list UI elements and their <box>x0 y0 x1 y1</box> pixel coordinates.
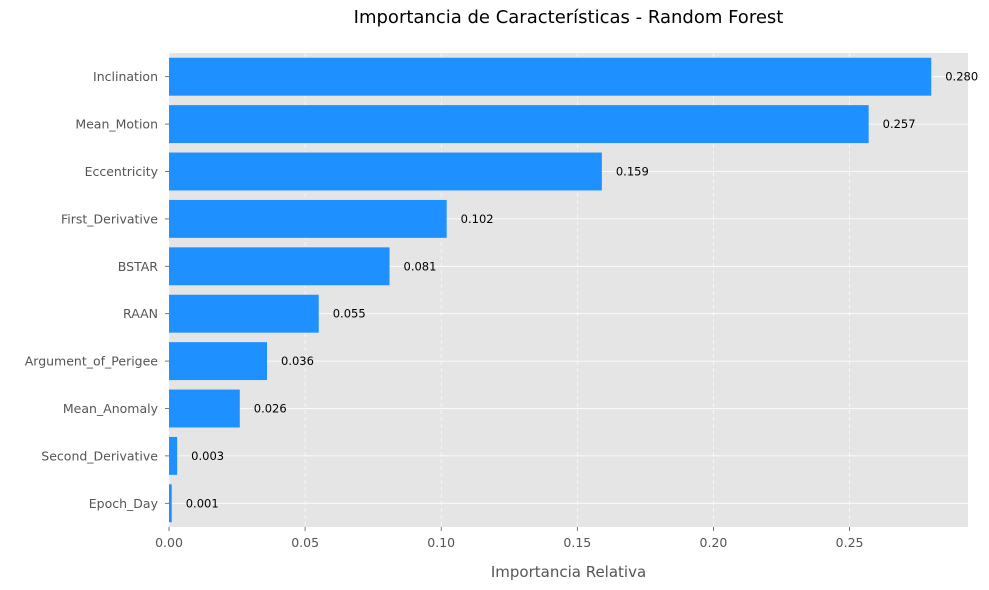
y-tick-label: Eccentricity <box>85 164 159 179</box>
bar-bstar <box>169 247 390 286</box>
value-labels: 0.280 0.257 0.159 0.102 0.081 0.055 0.036 0.026… <box>186 70 978 511</box>
value-label: 0.001 <box>186 496 219 510</box>
x-axis-label: Importancia Relativa <box>491 563 646 581</box>
bar-first-derivative <box>169 199 447 238</box>
value-label: 0.159 <box>616 165 649 179</box>
bar-second-derivative <box>169 436 178 475</box>
value-label: 0.280 <box>945 70 978 84</box>
value-label: 0.102 <box>461 212 494 226</box>
x-tick-label: 0.10 <box>427 535 455 550</box>
bar-inclination <box>169 57 932 96</box>
bar-eccentricity <box>169 152 602 191</box>
y-tick-label: Mean_Anomaly <box>63 401 159 416</box>
bar-epoch-day <box>169 484 172 523</box>
y-tick-label: Argument_of_Perigee <box>25 354 159 369</box>
value-label: 0.036 <box>281 354 314 368</box>
x-tick-label: 0.15 <box>563 535 591 550</box>
value-label: 0.026 <box>254 402 287 416</box>
y-tick-label: First_Derivative <box>61 211 158 226</box>
y-axis-ticks: Inclination Mean_Motion Eccentricity First_… <box>25 69 169 511</box>
x-tick-label: 0.20 <box>700 535 728 550</box>
bars <box>169 57 932 523</box>
bar-mean-motion <box>169 105 869 144</box>
value-label: 0.257 <box>883 117 916 131</box>
y-tick-label: BSTAR <box>118 259 159 274</box>
x-tick-label: 0.05 <box>291 535 319 550</box>
y-tick-label: Epoch_Day <box>89 496 159 511</box>
x-tick-label: 0.00 <box>155 535 183 550</box>
chart-title: Importancia de Características - Random … <box>353 7 784 28</box>
x-tick-label: 0.25 <box>836 535 864 550</box>
bar-argument-of-perigee <box>169 342 268 381</box>
y-tick-label: Inclination <box>93 69 158 84</box>
bar-raan <box>169 294 319 333</box>
value-label: 0.081 <box>404 259 437 273</box>
y-tick-label: RAAN <box>123 306 158 321</box>
bar-mean-anomaly <box>169 389 240 428</box>
x-axis-ticks: 0.00 0.05 0.10 0.15 0.20 0.25 <box>155 527 864 550</box>
value-label: 0.055 <box>333 307 366 321</box>
y-tick-label: Second_Derivative <box>41 448 158 463</box>
y-tick-label: Mean_Motion <box>75 117 158 132</box>
value-label: 0.003 <box>191 449 224 463</box>
